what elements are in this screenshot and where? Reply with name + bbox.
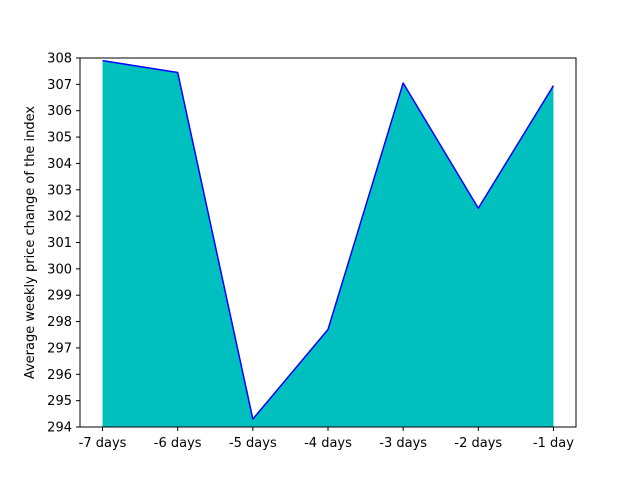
series-line-group (102, 59, 555, 420)
x-tick-label: -5 days (229, 436, 277, 451)
y-tick-label: 307 (47, 78, 72, 93)
x-tick-label: -6 days (154, 436, 202, 451)
x-axis: -7 days -6 days -5 days -4 days -3 days -2 da… (79, 427, 574, 451)
y-tick-label: 294 (47, 421, 72, 436)
x-tick-label: -2 days (454, 436, 502, 451)
y-tick-label: 305 (47, 131, 72, 146)
x-tick-label: -7 days (79, 436, 127, 451)
y-tick-label: 308 (47, 52, 72, 67)
y-tick-label: 301 (47, 236, 72, 251)
y-tick-label: 295 (47, 394, 72, 409)
y-tick-label: 299 (47, 289, 72, 304)
area-fill (102, 60, 554, 428)
x-tick-label: -1 day (533, 436, 574, 451)
y-tick-label: 298 (47, 315, 72, 330)
x-tick-label: -3 days (379, 436, 427, 451)
y-tick-label: 302 (47, 210, 72, 225)
y-tick-label: 303 (47, 183, 72, 198)
y-axis-title: Average weekly price change of the index (23, 106, 38, 380)
x-tick-label: -4 days (304, 436, 352, 451)
y-tick-label: 304 (47, 157, 72, 172)
y-axis: 294 295 296 297 298 299 300 301 302 303 304 305 306 3… (47, 52, 80, 436)
y-tick-label: 296 (47, 368, 72, 383)
y-tick-label: 306 (47, 104, 72, 119)
y-tick-label: 300 (47, 262, 72, 277)
plot-area (102, 60, 554, 428)
y-tick-label: 297 (47, 341, 72, 356)
